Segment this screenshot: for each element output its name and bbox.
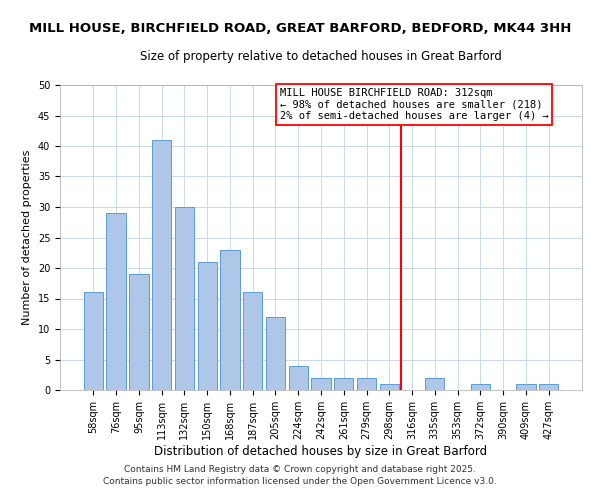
Bar [470,384,490,390]
Bar [334,378,353,390]
Bar [266,317,285,390]
Bar [357,378,376,390]
Bar [311,378,331,390]
Bar [220,250,239,390]
Text: Contains HM Land Registry data © Crown copyright and database right 2025.
Contai: Contains HM Land Registry data © Crown c… [103,465,497,486]
Bar [425,378,445,390]
Bar [243,292,262,390]
Bar [84,292,103,390]
Bar [152,140,172,390]
Bar [175,207,194,390]
Bar [539,384,558,390]
Bar [289,366,308,390]
Bar [106,213,126,390]
Bar [129,274,149,390]
Text: MILL HOUSE, BIRCHFIELD ROAD, GREAT BARFORD, BEDFORD, MK44 3HH: MILL HOUSE, BIRCHFIELD ROAD, GREAT BARFO… [29,22,571,36]
Bar [380,384,399,390]
Bar [516,384,536,390]
Bar [197,262,217,390]
Title: Size of property relative to detached houses in Great Barford: Size of property relative to detached ho… [140,50,502,63]
Y-axis label: Number of detached properties: Number of detached properties [22,150,32,325]
Text: MILL HOUSE BIRCHFIELD ROAD: 312sqm
← 98% of detached houses are smaller (218)
2%: MILL HOUSE BIRCHFIELD ROAD: 312sqm ← 98%… [280,88,549,121]
X-axis label: Distribution of detached houses by size in Great Barford: Distribution of detached houses by size … [154,444,488,458]
